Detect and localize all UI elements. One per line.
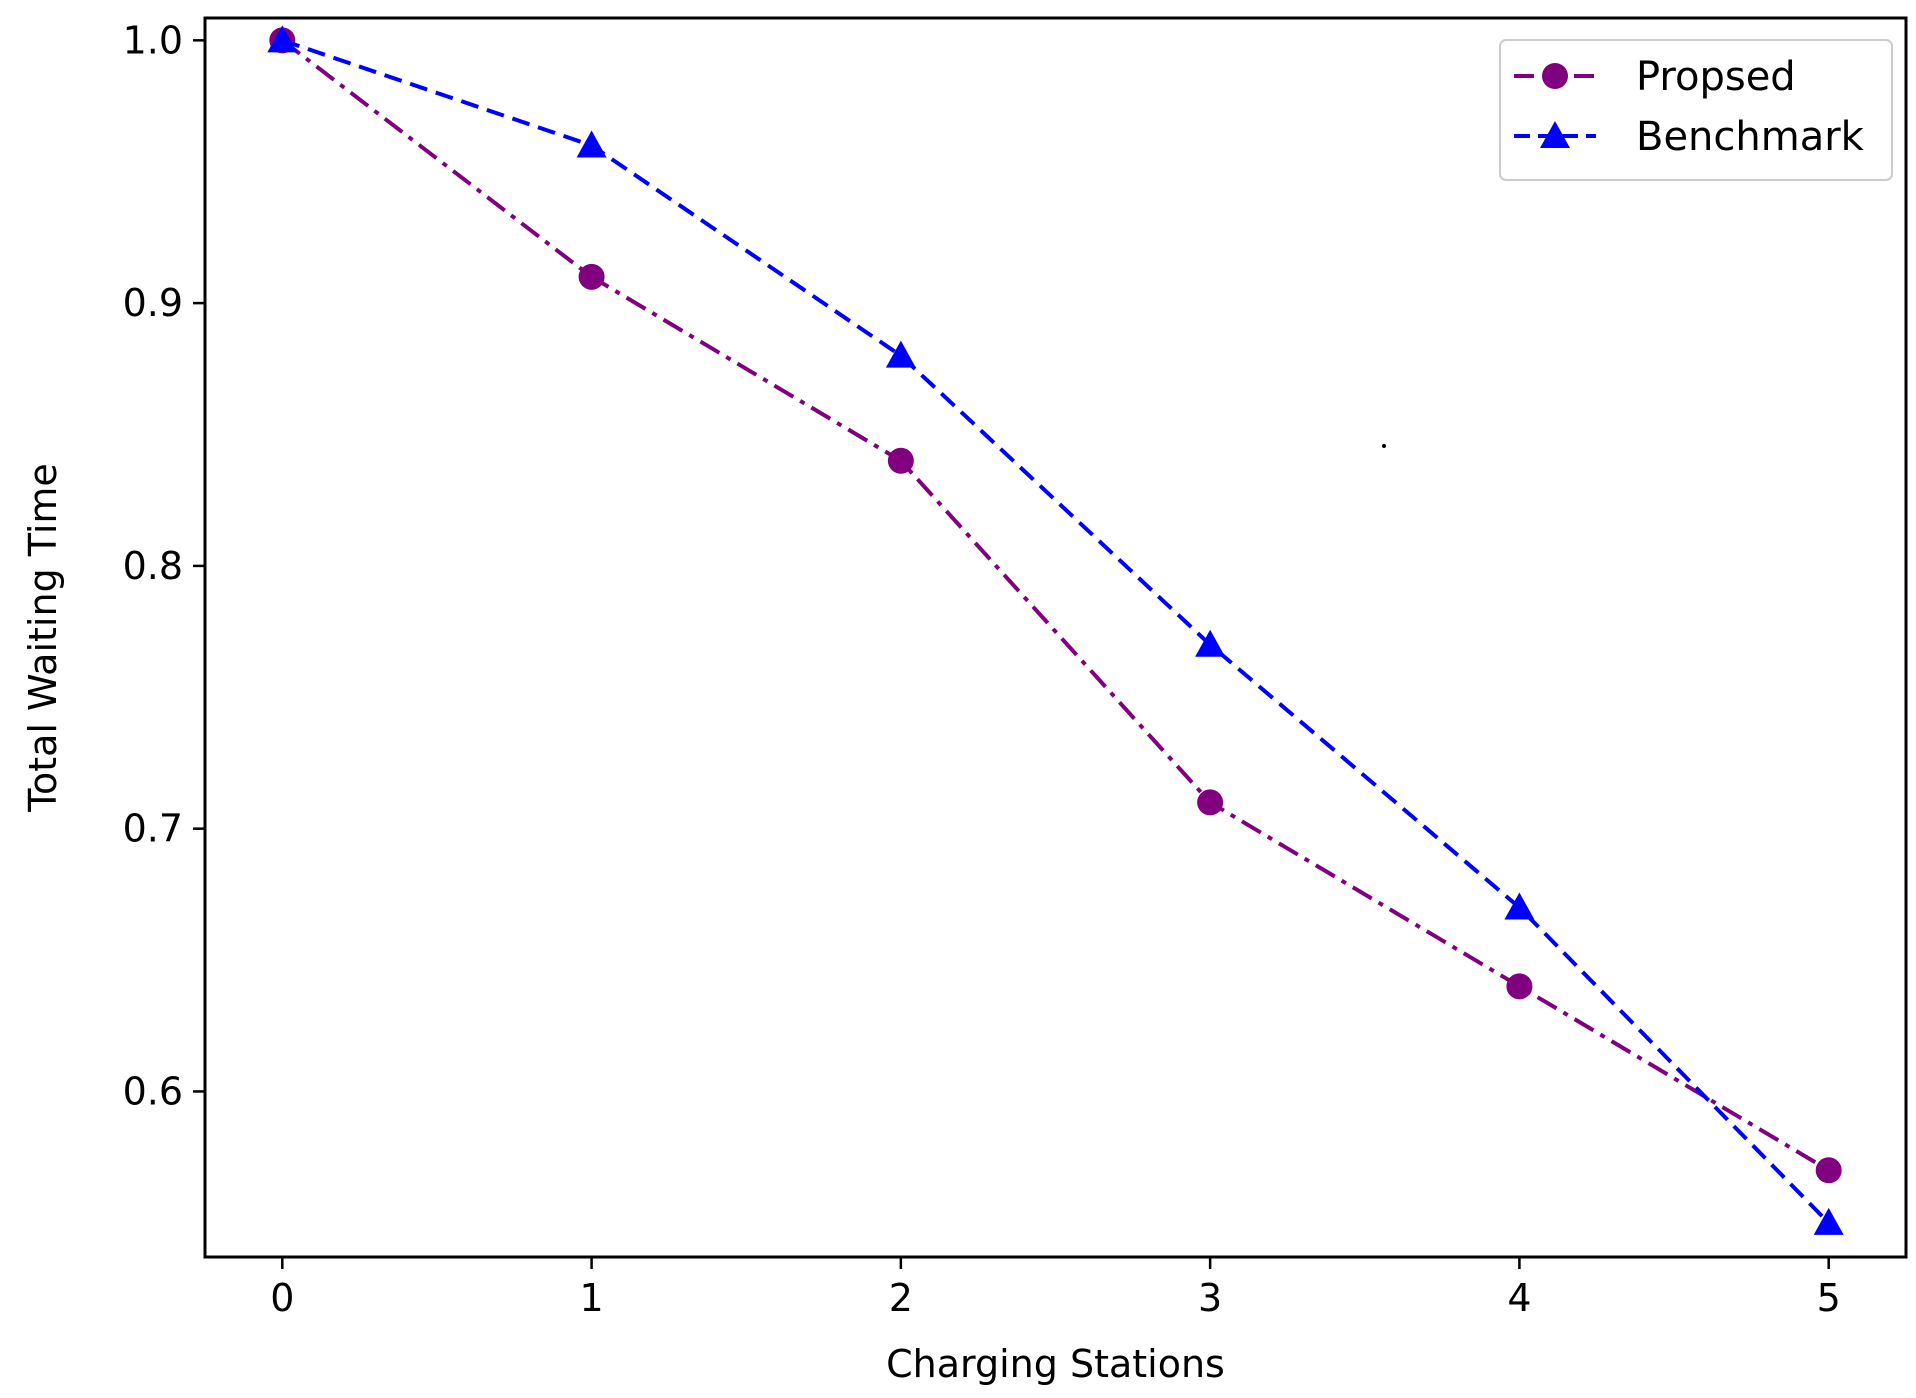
stray-dot: [1382, 444, 1386, 448]
series-line-propsed: [281, 38, 1830, 1173]
data-point-propsed: [887, 447, 914, 474]
y-tick-label: 0.7: [123, 807, 183, 851]
data-point-benchmark: [267, 25, 298, 53]
y-axis-label: Total Waiting Time: [21, 463, 65, 813]
x-tick-label: 1: [579, 1276, 603, 1320]
y-tick-label: 1.0: [123, 18, 183, 62]
data-point-benchmark: [1195, 629, 1226, 657]
data-point-benchmark: [576, 130, 607, 158]
data-point-benchmark: [1504, 892, 1535, 920]
data-point-benchmark: [885, 340, 916, 368]
legend-label: Propsed: [1636, 54, 1796, 100]
legend-item-benchmark: Benchmark: [1514, 114, 1865, 160]
y-tick-label: 0.6: [123, 1069, 183, 1113]
data-point-propsed: [1506, 973, 1533, 1000]
x-tick-label: 2: [889, 1276, 913, 1320]
legend-label: Benchmark: [1636, 114, 1865, 160]
x-tick-label: 3: [1198, 1276, 1222, 1320]
y-tick-label: 0.8: [123, 544, 183, 588]
legend-swatch-marker: [1540, 121, 1570, 148]
series-layer: [267, 25, 1844, 1235]
y-tick-label: 0.9: [123, 281, 183, 325]
y-axis-ticks: 0.6 0.7 0.8 0.9 1.0: [123, 18, 205, 1113]
x-tick-label: 0: [270, 1276, 294, 1320]
series-propsed: [269, 27, 1842, 1184]
x-axis-label: Charging Stations: [886, 1342, 1225, 1386]
data-point-propsed: [1815, 1157, 1842, 1184]
x-tick-label: 4: [1507, 1276, 1531, 1320]
data-point-benchmark: [1813, 1207, 1844, 1235]
x-tick-label: 5: [1817, 1276, 1841, 1320]
data-point-propsed: [578, 263, 605, 290]
legend: Propsed Benchmark: [1499, 39, 1893, 181]
plot-frame: [203, 16, 1908, 1259]
series-line-benchmark: [281, 38, 1831, 1225]
legend-swatch-marker: [1542, 63, 1568, 89]
series-benchmark: [267, 25, 1844, 1235]
x-axis-ticks: 0 1 2 3 4 5: [270, 1257, 1841, 1320]
legend-item-propsed: Propsed: [1514, 54, 1796, 100]
data-point-propsed: [1197, 789, 1224, 816]
legend-items: Propsed Benchmark: [1514, 54, 1865, 160]
legend-box: [1499, 39, 1893, 181]
